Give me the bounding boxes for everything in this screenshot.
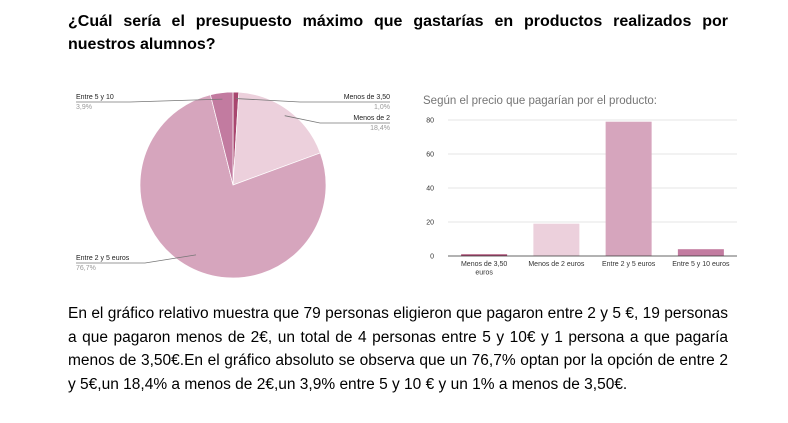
y-tick-label: 20 (426, 220, 434, 227)
y-tick-label: 40 (426, 186, 434, 193)
pie-leader-line (76, 254, 197, 264)
x-tick-label: Entre 5 y 10 euros (672, 261, 730, 268)
pie-slice (232, 91, 321, 186)
bar (461, 254, 508, 256)
y-tick-label: 80 (426, 118, 434, 125)
pie-leader-line (76, 98, 223, 103)
pie-label: Menos de 3,50 (344, 94, 390, 101)
x-tick-label: Menos de 3,50 (461, 261, 507, 268)
x-tick-label: Menos de 2 euros (528, 261, 585, 268)
question-heading: ¿Cuál sería el presupuesto máximo que ga… (68, 10, 728, 56)
pie-label: Menos de 2 (353, 115, 390, 122)
question-heading-line1: ¿Cuál sería el presupuesto máximo que ga… (68, 13, 728, 30)
analysis-paragraph: En el gráfico relativo muestra que 79 pe… (68, 305, 728, 393)
pie-percent: 3,9% (76, 104, 92, 111)
pie-percent: 18,4% (370, 125, 390, 132)
pie-percent: 1,0% (374, 104, 390, 111)
bar (677, 249, 724, 256)
pie-label: Entre 5 y 10 (76, 94, 114, 101)
pie-leader-line (235, 98, 390, 103)
bar (605, 121, 652, 256)
bar (533, 223, 580, 256)
x-tick-label: Entre 2 y 5 euros (602, 261, 656, 268)
pie-slice (210, 91, 234, 186)
pie-percent: 76,7% (76, 265, 96, 272)
pie-label: Entre 2 y 5 euros (76, 255, 130, 262)
bar-chart-title: Según el precio que pagarían por el prod… (423, 95, 657, 107)
charts: Menos de 3,50 1,0% Menos de 2 18,4% Entre 2 … (76, 91, 737, 279)
pie-leader-line (284, 115, 390, 124)
x-tick-label: euros (475, 270, 493, 277)
question-heading-line2: nuestros alumnos? (68, 36, 216, 53)
y-tick-label: 0 (430, 254, 434, 261)
y-tick-label: 60 (426, 152, 434, 159)
pie-slice (139, 94, 327, 279)
